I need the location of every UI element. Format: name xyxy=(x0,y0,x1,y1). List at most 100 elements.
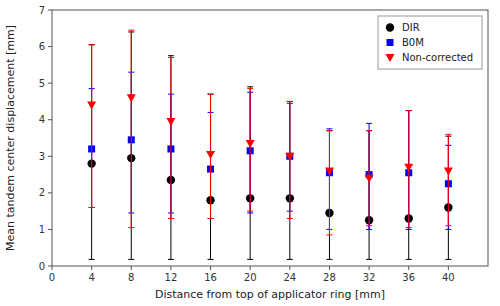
error-cap xyxy=(208,259,214,260)
error-cap xyxy=(287,218,293,219)
error-cap xyxy=(128,30,134,31)
y-tick-label: 0 xyxy=(39,261,45,272)
error-bar xyxy=(170,56,171,260)
error-bar xyxy=(250,89,251,212)
x-axis-label: Distance from top of applicator ring [mm… xyxy=(155,288,385,301)
y-tick xyxy=(48,46,52,47)
y-tick xyxy=(48,266,52,267)
error-cap xyxy=(326,234,332,235)
error-cap xyxy=(247,88,253,89)
y-tick-label: 6 xyxy=(39,41,45,52)
error-cap xyxy=(247,86,253,87)
y-tick-label: 4 xyxy=(39,114,45,125)
point xyxy=(166,118,175,126)
x-tick xyxy=(448,266,449,270)
error-cap xyxy=(247,259,253,260)
x-tick xyxy=(369,266,370,270)
x-tick xyxy=(289,266,290,270)
error-cap xyxy=(208,218,214,219)
error-cap xyxy=(445,229,451,230)
error-bar xyxy=(369,131,370,260)
series xyxy=(88,72,452,229)
error-bar xyxy=(131,30,132,227)
x-tick xyxy=(170,266,171,270)
error-cap xyxy=(326,128,332,129)
error-cap xyxy=(247,211,253,212)
error-bar xyxy=(408,111,409,260)
point xyxy=(404,164,413,172)
error-cap xyxy=(406,227,412,228)
legend-marker xyxy=(386,23,394,31)
error-bar xyxy=(329,131,330,260)
point xyxy=(286,153,293,160)
y-tick-label: 7 xyxy=(39,5,45,16)
y-tick xyxy=(48,83,52,84)
point xyxy=(246,140,255,148)
x-tick-label: 36 xyxy=(402,272,415,283)
error-bar xyxy=(329,131,330,235)
error-cap xyxy=(247,212,253,213)
y-tick-label: 5 xyxy=(39,78,45,89)
y-tick-label: 1 xyxy=(39,224,45,235)
point xyxy=(444,167,453,175)
error-bar xyxy=(91,45,92,260)
x-tick-label: 0 xyxy=(49,272,55,283)
x-tick-label: 40 xyxy=(442,272,455,283)
y-tick-label: 3 xyxy=(39,151,45,162)
y-tick xyxy=(48,10,52,11)
error-cap xyxy=(406,229,412,230)
legend-label: B0M xyxy=(402,37,424,48)
y-tick xyxy=(48,156,52,157)
error-cap xyxy=(445,225,451,226)
error-cap xyxy=(168,57,174,58)
error-cap xyxy=(406,110,412,111)
x-tick xyxy=(329,266,330,270)
error-cap xyxy=(287,259,293,260)
error-cap xyxy=(89,44,95,45)
x-tick xyxy=(91,266,92,270)
point xyxy=(87,102,96,110)
point xyxy=(325,167,334,175)
x-tick xyxy=(210,266,211,270)
y-tick xyxy=(48,229,52,230)
point xyxy=(285,153,294,161)
error-cap xyxy=(366,130,372,131)
error-cap xyxy=(406,110,412,111)
error-cap xyxy=(326,130,332,131)
legend-marker xyxy=(386,54,395,62)
error-bar xyxy=(210,94,211,259)
x-tick-label: 24 xyxy=(283,272,296,283)
legend-box xyxy=(378,16,482,69)
plot-frame xyxy=(52,10,488,266)
error-cap xyxy=(445,259,451,260)
error-cap xyxy=(326,130,332,131)
error-cap xyxy=(89,207,95,208)
error-cap xyxy=(208,94,214,95)
error-cap xyxy=(287,101,293,102)
error-cap xyxy=(287,101,293,102)
error-cap xyxy=(406,110,412,111)
error-cap xyxy=(89,259,95,260)
legend: DIRB0MNon-corrected xyxy=(378,16,482,69)
legend-marker xyxy=(387,39,394,46)
x-tick xyxy=(52,266,53,270)
x-tick-label: 28 xyxy=(323,272,336,283)
error-cap xyxy=(128,259,134,260)
point xyxy=(365,175,374,183)
error-cap xyxy=(89,44,95,45)
x-tick xyxy=(408,266,409,270)
error-bar xyxy=(91,45,92,208)
chart: 048121620242832364001234567Distance from… xyxy=(0,0,500,306)
y-axis-label: Mean tandem center displacement [mm] xyxy=(4,25,17,251)
error-cap xyxy=(366,130,372,131)
error-bar xyxy=(448,134,449,225)
error-cap xyxy=(168,218,174,219)
x-tick-label: 16 xyxy=(204,272,217,283)
error-cap xyxy=(168,55,174,56)
x-tick-label: 4 xyxy=(88,272,94,283)
point xyxy=(206,151,215,159)
error-bar xyxy=(170,58,171,219)
error-cap xyxy=(326,259,332,260)
error-cap xyxy=(128,227,134,228)
x-tick-label: 32 xyxy=(363,272,376,283)
